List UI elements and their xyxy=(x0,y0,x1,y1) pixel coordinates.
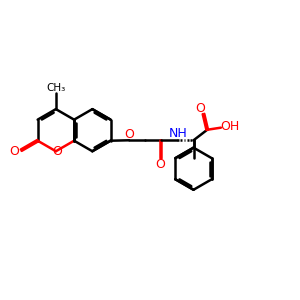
Text: OH: OH xyxy=(221,120,240,133)
Text: O: O xyxy=(9,145,19,158)
Text: NH: NH xyxy=(169,127,187,140)
Text: O: O xyxy=(156,158,166,171)
Text: O: O xyxy=(124,128,134,141)
Text: O: O xyxy=(196,102,206,115)
Text: O: O xyxy=(52,145,62,158)
Text: CH₃: CH₃ xyxy=(46,83,65,93)
